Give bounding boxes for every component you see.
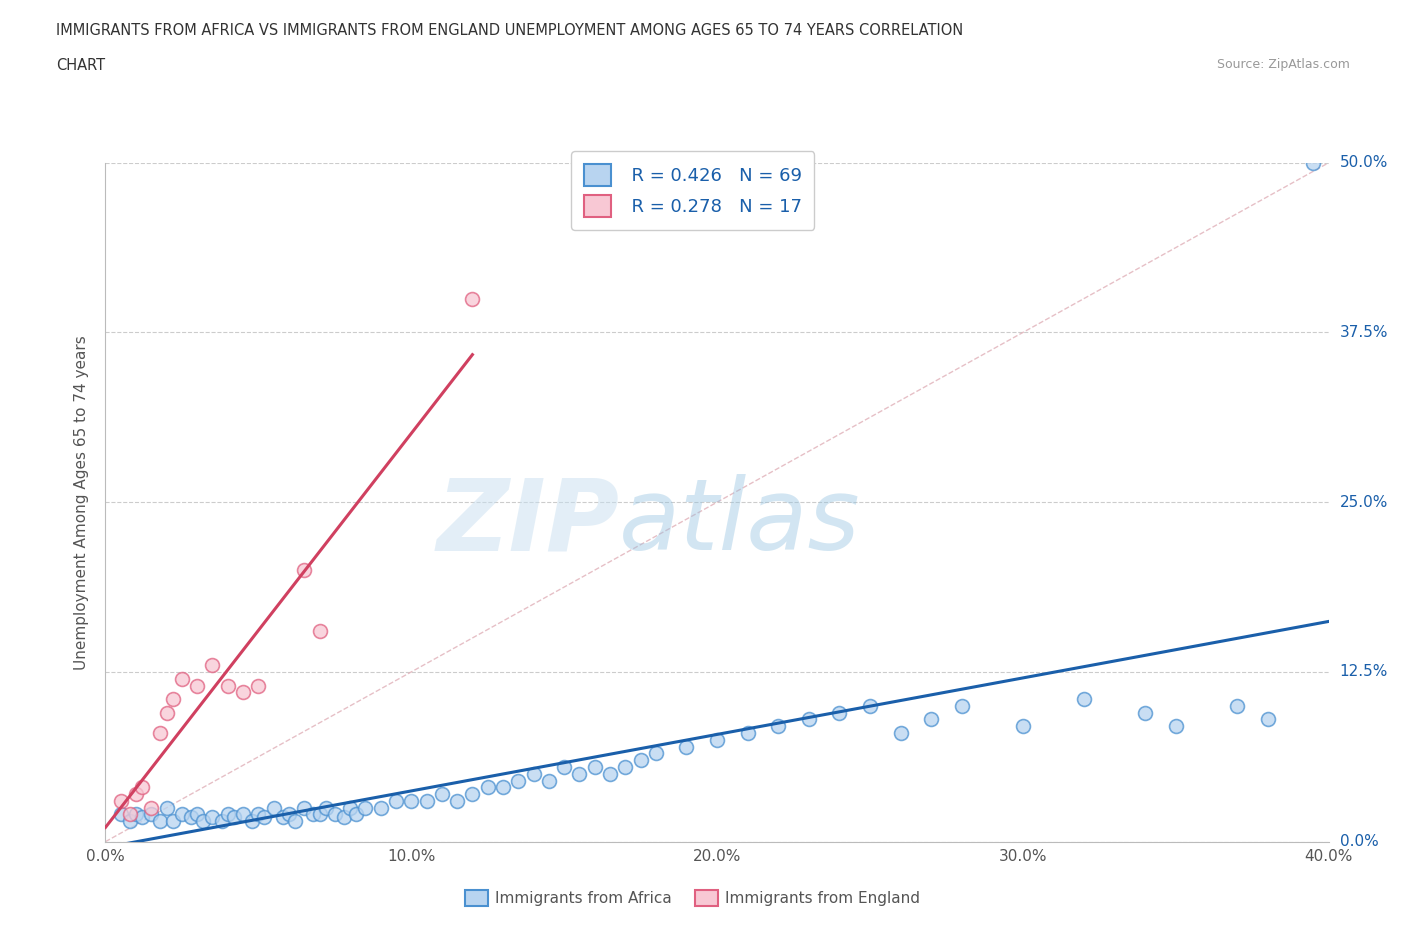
Point — [222, 810, 245, 825]
Point — [247, 678, 270, 693]
Point — [523, 766, 546, 781]
Text: 25.0%: 25.0% — [1340, 495, 1388, 510]
Point — [644, 746, 666, 761]
Point — [599, 766, 621, 781]
Point — [308, 807, 330, 822]
Point — [508, 773, 530, 788]
Text: 0.0%: 0.0% — [1340, 834, 1378, 849]
Point — [950, 698, 973, 713]
Point — [201, 810, 224, 825]
Point — [308, 624, 330, 639]
Point — [1011, 719, 1033, 734]
Point — [1256, 712, 1278, 727]
Point — [370, 800, 392, 815]
Point — [568, 766, 591, 781]
Point — [118, 807, 141, 822]
Point — [354, 800, 377, 815]
Point — [920, 712, 942, 727]
Text: 50.0%: 50.0% — [1340, 155, 1388, 170]
Point — [323, 807, 346, 822]
Point — [263, 800, 285, 815]
Point — [162, 814, 184, 829]
Point — [211, 814, 233, 829]
Point — [399, 793, 422, 808]
Point — [446, 793, 468, 808]
Text: IMMIGRANTS FROM AFRICA VS IMMIGRANTS FROM ENGLAND UNEMPLOYMENT AMONG AGES 65 TO : IMMIGRANTS FROM AFRICA VS IMMIGRANTS FRO… — [56, 23, 963, 38]
Point — [583, 760, 606, 775]
Point — [415, 793, 437, 808]
Point — [1226, 698, 1249, 713]
Point — [492, 780, 515, 795]
Point — [232, 807, 254, 822]
Point — [859, 698, 882, 713]
Point — [461, 291, 484, 306]
Point — [170, 807, 193, 822]
Point — [186, 807, 208, 822]
Point — [125, 787, 148, 802]
Point — [828, 705, 851, 720]
Point — [155, 705, 177, 720]
Point — [385, 793, 408, 808]
Point — [155, 800, 177, 815]
Point — [797, 712, 820, 727]
Point — [162, 692, 184, 707]
Point — [217, 678, 239, 693]
Point — [271, 810, 294, 825]
Point — [240, 814, 263, 829]
Point — [149, 725, 172, 740]
Point — [292, 563, 315, 578]
Point — [333, 810, 356, 825]
Text: atlas: atlas — [619, 474, 860, 571]
Point — [315, 800, 337, 815]
Point — [430, 787, 453, 802]
Text: CHART: CHART — [56, 58, 105, 73]
Point — [889, 725, 911, 740]
Point — [737, 725, 759, 740]
Point — [149, 814, 172, 829]
Point — [141, 800, 163, 815]
Point — [553, 760, 575, 775]
Text: 12.5%: 12.5% — [1340, 664, 1388, 680]
Point — [768, 719, 790, 734]
Point — [232, 684, 254, 699]
Point — [186, 678, 208, 693]
Point — [193, 814, 215, 829]
Point — [461, 787, 484, 802]
Point — [614, 760, 637, 775]
Point — [675, 739, 697, 754]
Point — [110, 793, 132, 808]
Point — [477, 780, 499, 795]
Point — [537, 773, 560, 788]
Point — [131, 810, 153, 825]
Point — [1133, 705, 1156, 720]
Point — [125, 807, 148, 822]
Point — [141, 807, 163, 822]
Text: ZIP: ZIP — [436, 474, 619, 571]
Point — [131, 780, 153, 795]
Point — [201, 658, 224, 672]
Text: Source: ZipAtlas.com: Source: ZipAtlas.com — [1216, 58, 1350, 71]
Point — [247, 807, 270, 822]
Point — [253, 810, 276, 825]
Point — [217, 807, 239, 822]
Point — [1164, 719, 1187, 734]
Point — [339, 800, 361, 815]
Point — [1073, 692, 1095, 707]
Point — [180, 810, 202, 825]
Point — [292, 800, 315, 815]
Point — [302, 807, 325, 822]
Point — [284, 814, 307, 829]
Legend: Immigrants from Africa, Immigrants from England: Immigrants from Africa, Immigrants from … — [458, 884, 927, 912]
Point — [170, 671, 193, 686]
Y-axis label: Unemployment Among Ages 65 to 74 years: Unemployment Among Ages 65 to 74 years — [75, 335, 90, 670]
Point — [1302, 155, 1324, 170]
Point — [706, 733, 728, 748]
Point — [344, 807, 367, 822]
Text: 37.5%: 37.5% — [1340, 325, 1388, 340]
Point — [110, 807, 132, 822]
Point — [118, 814, 141, 829]
Point — [630, 752, 652, 767]
Point — [277, 807, 299, 822]
